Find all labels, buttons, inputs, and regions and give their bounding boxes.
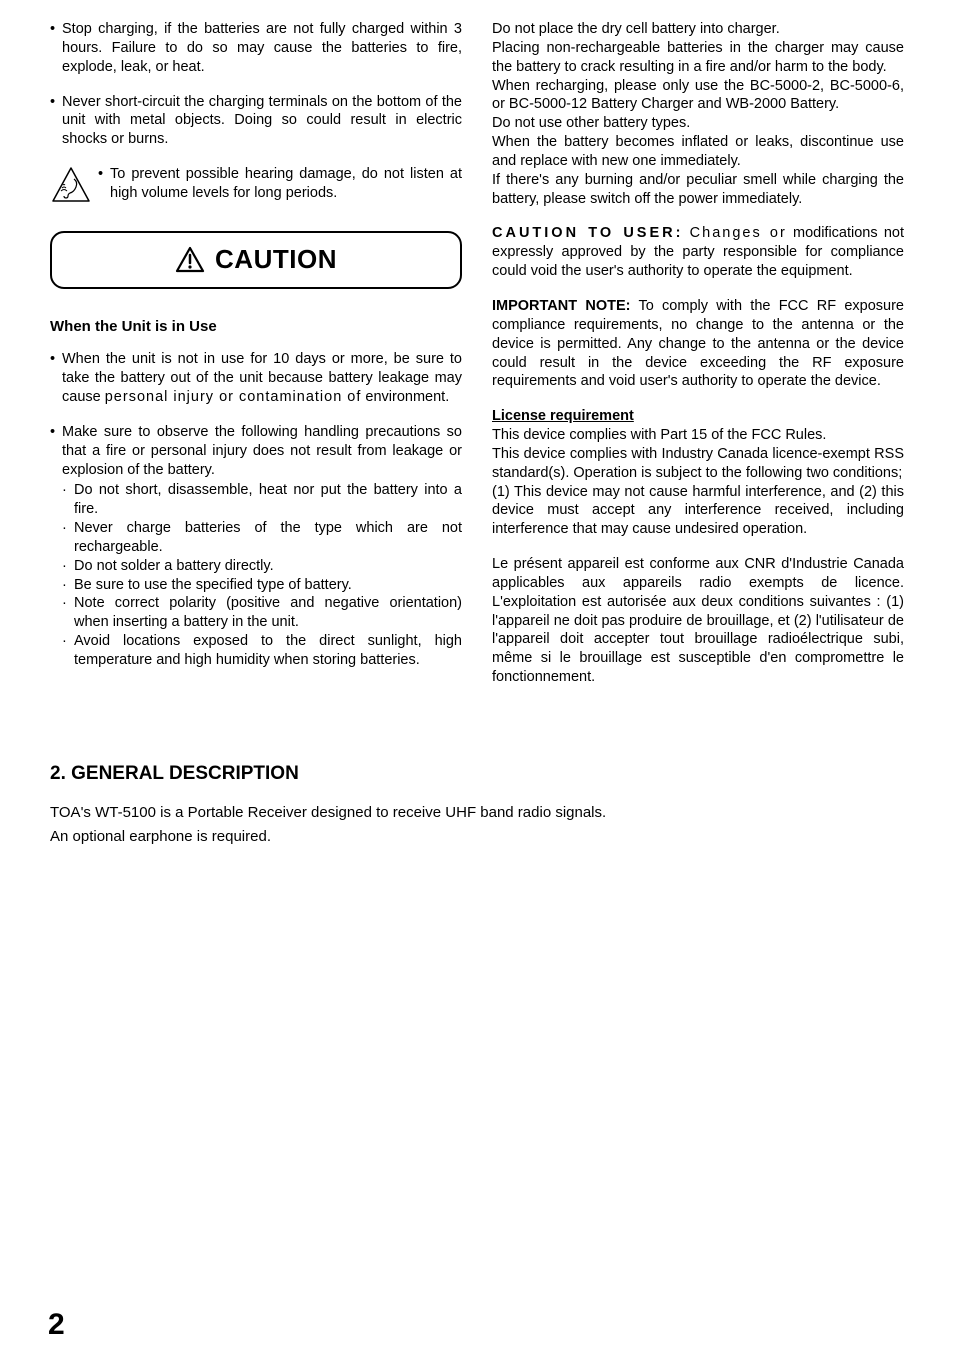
section-2-title: 2. GENERAL DESCRIPTION: [50, 763, 904, 785]
license-p1: This device complies with Part 15 of the…: [492, 426, 904, 445]
bullet-dot: •: [50, 423, 62, 480]
paragraph: Do not use other battery types.: [492, 114, 904, 133]
right-column: Do not place the dry cell battery into c…: [492, 20, 904, 703]
sub-bullet: · Note correct polarity (positive and ne…: [50, 594, 462, 632]
sub-text: Note correct polarity (positive and nega…: [74, 594, 462, 632]
bullet-text: Never short-circuit the charging termina…: [62, 93, 462, 150]
bullet-item: • Never short-circuit the charging termi…: [50, 93, 462, 150]
license-p2: This device complies with Industry Canad…: [492, 445, 904, 483]
bullet-dot: •: [50, 93, 62, 150]
warning-triangle-icon: [175, 246, 205, 274]
section-2-line2: An optional earphone is required.: [50, 825, 904, 849]
caution-user-block: CAUTION TO USER: Changes or modification…: [492, 224, 904, 281]
bullet-dot: •: [50, 350, 62, 407]
bullet-dot: •: [50, 20, 62, 77]
page-number: 2: [48, 1308, 65, 1342]
sub-text: Be sure to use the specified type of bat…: [74, 576, 462, 595]
sub-dot: ·: [62, 557, 74, 576]
hearing-text: To prevent possible hearing damage, do n…: [110, 165, 462, 203]
sub-dot: ·: [62, 576, 74, 595]
caution-user-label: CAUTION TO USER:: [492, 225, 683, 241]
sub-text: Avoid locations exposed to the direct su…: [74, 632, 462, 670]
caution-changes: Changes or: [690, 225, 787, 241]
bullet-item: • Stop charging, if the batteries are no…: [50, 20, 462, 77]
french-paragraph: Le présent appareil est conforme aux CNR…: [492, 555, 904, 687]
bullet-dot: •: [98, 165, 110, 203]
hearing-warning: • To prevent possible hearing damage, do…: [50, 165, 462, 207]
paragraph: Do not place the dry cell battery into c…: [492, 20, 904, 39]
caution-label: CAUTION: [215, 243, 337, 277]
bullet-text: Stop charging, if the batteries are not …: [62, 20, 462, 77]
sub-dot: ·: [62, 481, 74, 519]
sub-bullet: · Never charge batteries of the type whi…: [50, 519, 462, 557]
sub-bullet: · Do not short, disassemble, heat nor pu…: [50, 481, 462, 519]
sub-text: Do not short, disassemble, heat nor put …: [74, 481, 462, 519]
paragraph: Placing non-rechargeable batteries in th…: [492, 39, 904, 77]
important-label: IMPORTANT NOTE:: [492, 298, 630, 314]
bullet-item: • When the unit is not in use for 10 day…: [50, 350, 462, 407]
sub-dot: ·: [62, 594, 74, 632]
paragraph: When recharging, please only use the BC-…: [492, 77, 904, 115]
section-2-line1: TOA's WT-5100 is a Portable Receiver des…: [50, 801, 904, 825]
license-p3: (1) This device may not cause harmful in…: [492, 483, 904, 540]
paragraph: When the battery becomes inflated or lea…: [492, 133, 904, 171]
license-block: License requirement This device complies…: [492, 407, 904, 539]
caution-box: CAUTION: [50, 231, 462, 289]
two-column-layout: • Stop charging, if the batteries are no…: [50, 20, 904, 703]
hearing-damage-icon: [50, 165, 92, 207]
sub-dot: ·: [62, 632, 74, 670]
sub-text: Do not solder a battery directly.: [74, 557, 462, 576]
left-column: • Stop charging, if the batteries are no…: [50, 20, 462, 703]
license-label: License requirement: [492, 407, 904, 426]
bullet-text: Make sure to observe the following handl…: [62, 423, 462, 480]
sub-bullet: · Avoid locations exposed to the direct …: [50, 632, 462, 670]
sub-dot: ·: [62, 519, 74, 557]
sub-text: Never charge batteries of the type which…: [74, 519, 462, 557]
bullet-item: • Make sure to observe the following han…: [50, 423, 462, 480]
when-unit-title: When the Unit is in Use: [50, 317, 462, 337]
paragraph: If there's any burning and/or peculiar s…: [492, 171, 904, 209]
sub-bullet: · Do not solder a battery directly.: [50, 557, 462, 576]
important-note-block: IMPORTANT NOTE: To comply with the FCC R…: [492, 297, 904, 391]
hearing-text-row: • To prevent possible hearing damage, do…: [98, 165, 462, 203]
bullet-text: When the unit is not in use for 10 days …: [62, 350, 462, 407]
sub-bullet: · Be sure to use the specified type of b…: [50, 576, 462, 595]
